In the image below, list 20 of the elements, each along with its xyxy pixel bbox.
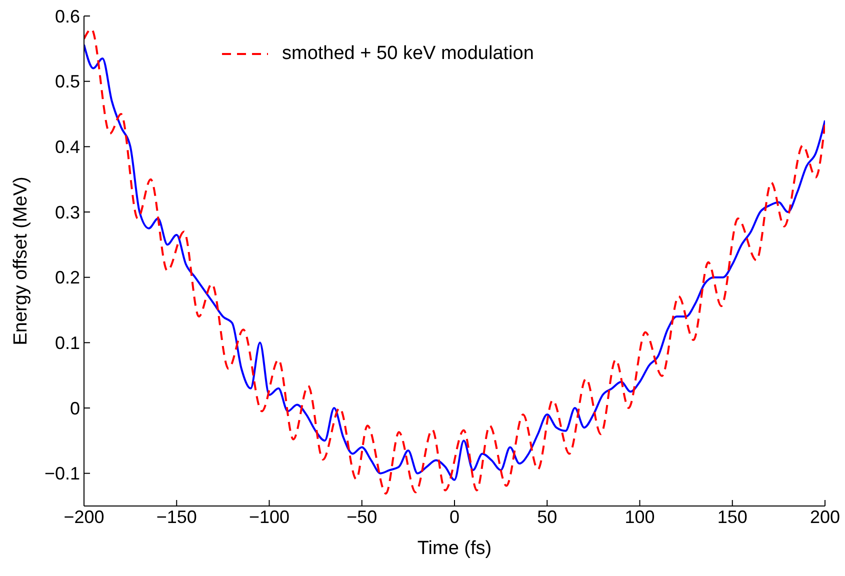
- y-tick-label: 0.5: [54, 72, 80, 92]
- y-tick-label: −0.1: [44, 464, 80, 484]
- y-tick-label: 0: [70, 398, 80, 418]
- y-tick-label: 0.1: [54, 333, 80, 354]
- y-tick-label: 0.2: [54, 268, 80, 288]
- x-tick-label: 0: [449, 506, 460, 527]
- x-axis-title: Time (fs): [417, 538, 492, 559]
- x-tick-label: 100: [624, 506, 655, 527]
- x-tick-label: 50: [537, 506, 558, 527]
- y-tick-label: 0.3: [54, 202, 80, 222]
- legend-label: smothed + 50 keV modulation: [282, 42, 534, 66]
- y-axis-title: Energy offset (MeV): [10, 176, 32, 346]
- x-tick-label: −50: [346, 506, 378, 527]
- x-tick-label: −100: [248, 506, 290, 527]
- x-tick-label: 200: [810, 506, 840, 527]
- x-tick-label: −200: [64, 506, 104, 527]
- y-tick-label: 0.6: [54, 6, 80, 26]
- x-tick-label: 150: [717, 506, 748, 527]
- x-tick-label: −150: [156, 506, 197, 527]
- y-tick-label: 0.4: [54, 137, 80, 158]
